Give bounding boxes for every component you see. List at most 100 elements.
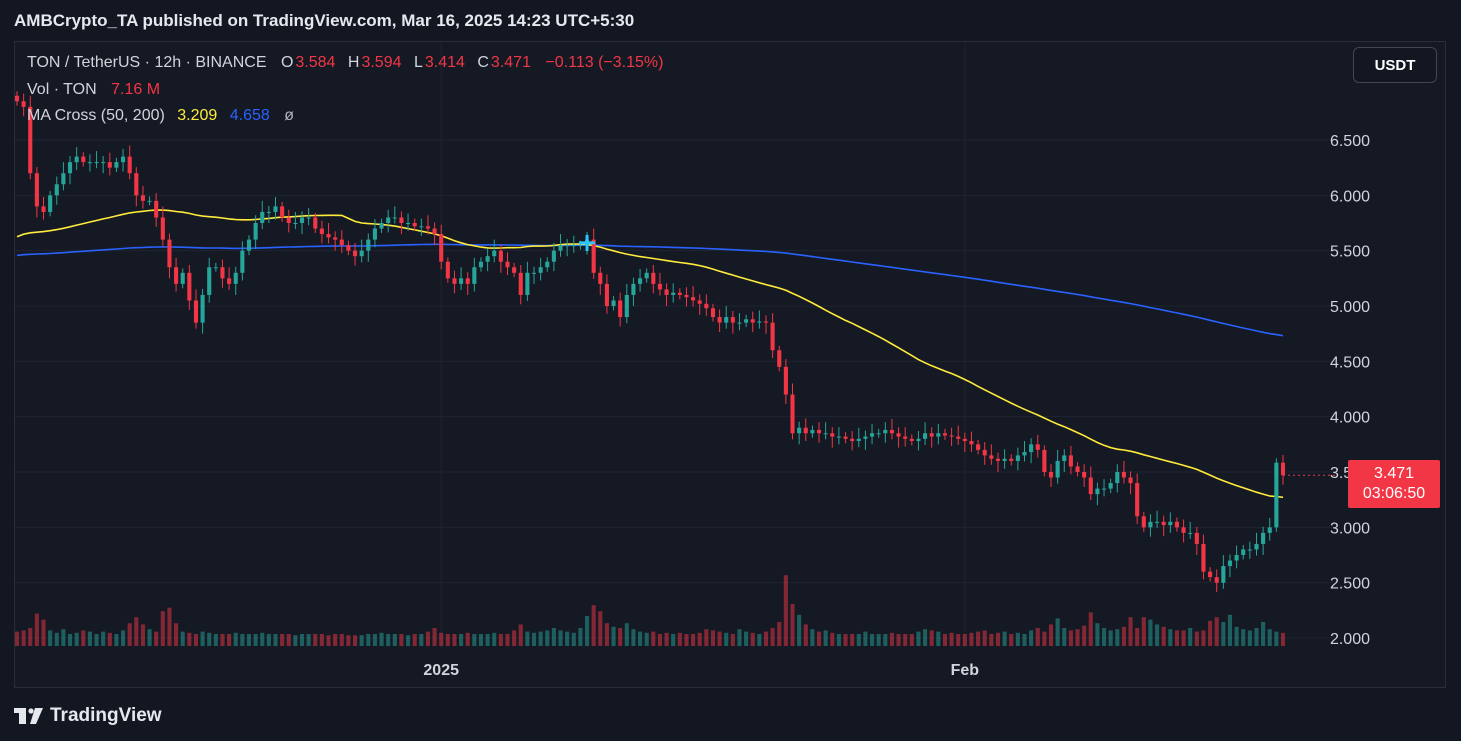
volume-bar — [120, 630, 126, 646]
candle-body — [618, 300, 623, 318]
price-tick-label: 4.000 — [1330, 410, 1370, 427]
volume-bar — [631, 629, 636, 646]
candle-body — [889, 429, 894, 434]
candle-body — [399, 217, 404, 223]
volume-bar — [114, 634, 119, 646]
volume-bar — [856, 634, 861, 646]
currency-unit-button[interactable]: USDT — [1353, 47, 1437, 83]
volume-bar — [299, 634, 305, 646]
candle-body — [34, 173, 39, 207]
tradingview-logo[interactable]: TradingView — [14, 705, 162, 727]
volume-bar — [1022, 634, 1027, 646]
candle-body — [280, 206, 285, 218]
candle-body — [578, 245, 583, 247]
candle-body — [1048, 472, 1054, 478]
publisher-caption: AMBCrypto_TA published on TradingView.co… — [14, 11, 635, 30]
candle-body — [352, 250, 358, 257]
volume-bar — [346, 635, 351, 646]
volume-bar — [1088, 612, 1093, 646]
candle-body — [326, 234, 331, 238]
candle-body — [478, 261, 484, 268]
candle-body — [1055, 460, 1060, 478]
volume-bar — [949, 632, 954, 646]
volume-bar — [1135, 628, 1140, 646]
volume-bar — [790, 604, 795, 646]
last-price-tag: 3.471 03:06:50 — [1348, 460, 1440, 508]
candle-body — [333, 237, 338, 240]
volume-bar — [352, 635, 358, 646]
candle-body — [15, 95, 20, 102]
volume-bar — [664, 632, 669, 646]
candle-body — [684, 294, 689, 298]
volume-bar — [21, 630, 26, 646]
volume-bar — [107, 632, 112, 646]
chart-panel[interactable]: 6.5006.0005.5005.0004.5004.0003.5003.000… — [14, 41, 1446, 688]
candle-body — [120, 156, 126, 163]
volume-legend[interactable]: Vol · TON 7.16 M — [27, 81, 162, 99]
volume-bar — [61, 629, 66, 646]
candle-body — [664, 289, 669, 295]
candle-body — [969, 441, 974, 445]
tradingview-logo-icon — [14, 708, 44, 724]
volume-bar — [1048, 624, 1054, 646]
volume-bar — [1208, 620, 1213, 646]
volume-bar — [127, 623, 132, 646]
volume-bar — [1108, 630, 1113, 646]
candle-body — [744, 319, 749, 323]
candle-body — [671, 292, 676, 295]
candle-body — [379, 223, 384, 229]
candle-body — [392, 217, 397, 219]
candle-body — [651, 272, 656, 284]
candle-body — [816, 429, 822, 434]
volume-bar — [651, 631, 656, 646]
candle-body — [1128, 477, 1133, 484]
volume-bar — [1254, 628, 1259, 646]
volume-bar — [1141, 617, 1146, 646]
volume-bar — [339, 634, 344, 646]
ma-cross-label: MA Cross (50, 200) — [27, 107, 165, 124]
volume-bar — [1128, 617, 1133, 646]
volume-bar — [1161, 626, 1166, 646]
candle-body — [459, 278, 464, 284]
volume-bar — [392, 634, 397, 646]
volume-bar — [147, 629, 152, 646]
volume-bar — [313, 634, 318, 646]
candle-body — [982, 449, 987, 456]
candle-body — [140, 195, 145, 201]
volume-bar — [1261, 622, 1266, 646]
candle-body — [260, 211, 265, 223]
candle-body — [114, 162, 119, 168]
volume-bar — [174, 623, 179, 646]
candle-body — [989, 455, 994, 459]
open-label: O — [280, 54, 294, 71]
volume-bar — [1201, 630, 1206, 646]
ma200-line — [16, 243, 1284, 337]
volume-bar — [1227, 614, 1233, 646]
volume-bar — [883, 634, 888, 646]
volume-bar — [710, 630, 716, 646]
candle-body — [1254, 543, 1259, 550]
volume-bar — [750, 632, 755, 646]
candle-body — [1035, 444, 1040, 450]
volume-bar — [1174, 630, 1180, 646]
hidden-eye-icon[interactable]: ø — [284, 107, 295, 124]
volume-bar — [598, 611, 603, 646]
price-tick-label: 4.500 — [1330, 354, 1370, 371]
volume-bar — [372, 634, 377, 646]
candle-body — [1135, 483, 1140, 517]
price-tick-label: 6.000 — [1330, 188, 1370, 205]
volume-bar — [942, 634, 948, 646]
ma-cross-legend[interactable]: MA Cross (50, 200) 3.209 4.658 ø — [27, 107, 296, 125]
volume-bar — [1188, 628, 1193, 646]
volume-bar — [830, 632, 835, 646]
volume-bar — [518, 624, 523, 646]
ma50-path — [16, 209, 1284, 499]
volume-bar — [207, 632, 212, 646]
high-value: 3.594 — [361, 54, 402, 71]
low-value: 3.414 — [424, 54, 465, 71]
candlestick-chart[interactable]: 6.5006.0005.5005.0004.5004.0003.5003.000… — [15, 42, 1445, 687]
candle-body — [419, 226, 424, 228]
volume-bar — [929, 630, 934, 646]
candle-body — [1101, 488, 1107, 490]
